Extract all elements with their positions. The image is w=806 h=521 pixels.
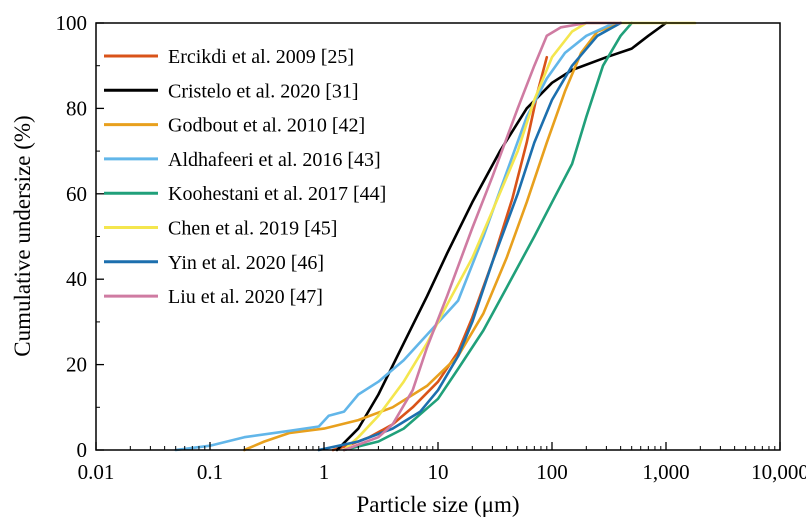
x-tick-label: 0.1 <box>197 460 223 484</box>
series-line-7 <box>317 21 622 452</box>
y-tick-label: 60 <box>66 182 87 206</box>
x-tick-label: 10,000 <box>751 460 806 484</box>
series-line-3 <box>243 21 622 452</box>
legend-label: Godbout et al. 2010 [42] <box>168 115 365 137</box>
legend-label: Koohestani et al. 2017 [44] <box>168 183 386 205</box>
x-axis: 0.01 0.1 1 10 100 1,000 10,000 <box>78 442 806 484</box>
y-tick-label: 0 <box>77 438 88 462</box>
legend-label: Ercikdi et al. 2009 [25] <box>168 46 354 68</box>
x-axis-title: Particle size (μm) <box>356 492 519 517</box>
legend-label: Chen et al. 2019 [45] <box>168 218 337 240</box>
y-tick-label: 40 <box>66 267 87 291</box>
legend-label: Cristelo et al. 2020 [31] <box>168 80 359 102</box>
y-axis-title: Cumulative undersize (%) <box>10 115 35 356</box>
legend-label: Aldhafeeri et al. 2016 [43] <box>168 149 381 171</box>
legend-label: Yin et al. 2020 [46] <box>168 252 324 274</box>
series-line-4 <box>174 21 616 452</box>
y-tick-label: 100 <box>56 11 88 35</box>
series-line-2 <box>335 21 668 452</box>
legend: Ercikdi et al. 2009 [25] Cristelo et al. … <box>104 46 386 308</box>
x-tick-label: 100 <box>536 460 568 484</box>
y-axis: 0 20 40 60 80 100 <box>56 11 104 462</box>
y-tick-label: 20 <box>66 353 87 377</box>
x-tick-label: 10 <box>428 460 449 484</box>
y-tick-label: 80 <box>66 96 87 120</box>
x-tick-label: 0.01 <box>78 460 115 484</box>
series-line-6 <box>342 21 697 452</box>
legend-label: Liu et al. 2020 [47] <box>168 286 323 308</box>
x-tick-label: 1,000 <box>642 460 689 484</box>
x-tick-label: 1 <box>319 460 330 484</box>
series-line-5 <box>342 21 633 452</box>
plot-lines <box>174 21 697 452</box>
series-line-8 <box>342 21 622 452</box>
